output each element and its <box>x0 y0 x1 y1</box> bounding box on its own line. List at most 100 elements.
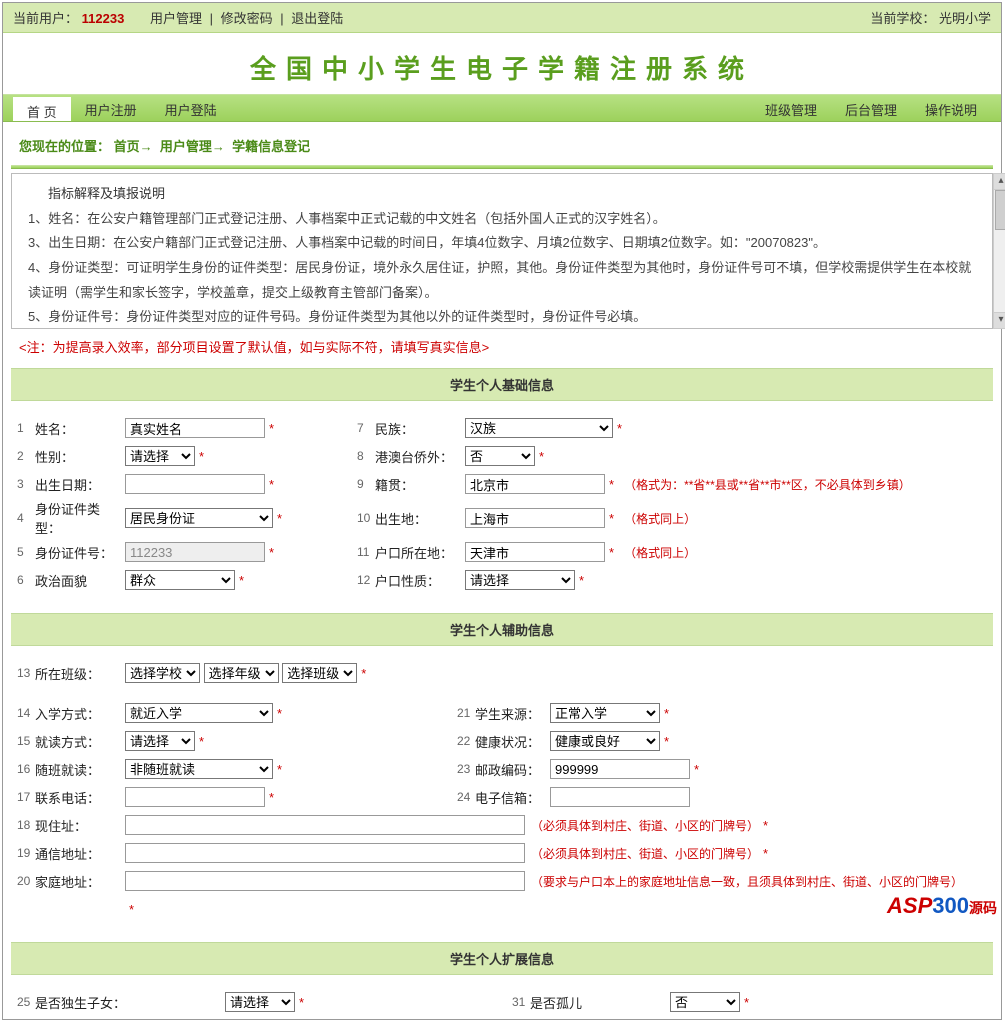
select-inclass[interactable]: 非随班就读 <box>125 759 273 779</box>
input-addr[interactable] <box>125 815 525 835</box>
input-jiguan[interactable] <box>465 474 605 494</box>
input-hukou[interactable] <box>465 542 605 562</box>
flabel-phone: 联系电话： <box>35 788 125 807</box>
required-mark: * <box>609 511 614 526</box>
logo-s: 300 <box>932 893 969 918</box>
input-email[interactable] <box>550 787 690 807</box>
crumb-current: 学籍信息登记 <box>232 139 310 154</box>
fnum: 20 <box>17 874 35 888</box>
nav-register[interactable]: 用户注册 <box>71 95 151 121</box>
flabel-homeaddr: 家庭地址： <box>35 872 125 891</box>
nav-backend[interactable]: 后台管理 <box>831 95 911 121</box>
flabel-class: 所在班级： <box>35 664 125 683</box>
scrollbar[interactable]: ▴ ▾ <box>993 173 1005 329</box>
select-source[interactable]: 正常入学 <box>550 703 660 723</box>
required-mark: * <box>539 449 544 464</box>
required-mark: * <box>617 421 622 436</box>
fnum: 9 <box>357 477 375 491</box>
required-mark: * <box>744 995 749 1010</box>
input-zip[interactable] <box>550 759 690 779</box>
input-dob[interactable] <box>125 474 265 494</box>
crumb-usermgmt[interactable]: 用户管理 <box>160 139 212 154</box>
select-hmtf[interactable]: 否 <box>465 446 535 466</box>
select-studymode[interactable]: 请选择 <box>125 731 195 751</box>
fnum: 23 <box>457 762 475 776</box>
fnum: 24 <box>457 790 475 804</box>
link-logout[interactable]: 退出登陆 <box>291 11 343 26</box>
nav-help[interactable]: 操作说明 <box>911 95 991 121</box>
input-homeaddr[interactable] <box>125 871 525 891</box>
select-health[interactable]: 健康或良好 <box>550 731 660 751</box>
input-mailaddr[interactable] <box>125 843 525 863</box>
fnum: 2 <box>17 449 35 463</box>
required-mark: * <box>129 902 134 917</box>
fnum: 16 <box>17 762 35 776</box>
nav-login[interactable]: 用户登陆 <box>151 95 231 121</box>
required-mark: * <box>277 762 282 777</box>
required-mark: * <box>664 706 669 721</box>
flabel-addr: 现住址： <box>35 816 125 835</box>
link-change-pwd[interactable]: 修改密码 <box>221 11 273 26</box>
fnum: 22 <box>457 734 475 748</box>
flabel-gender: 性别： <box>35 447 125 466</box>
required-mark: * <box>763 846 768 861</box>
instr-line: 1、姓名：在公安户籍管理部门正式登记注册、人事档案中正式记载的中文姓名（包括外国… <box>28 207 976 232</box>
select-onlychild[interactable]: 请选择 <box>225 992 295 1012</box>
fnum: 7 <box>357 421 375 435</box>
instructions-title: 指标解释及填报说明 <box>48 182 976 207</box>
select-school[interactable]: 选择学校 <box>125 663 200 683</box>
flabel-name: 姓名： <box>35 419 125 438</box>
breadcrumb-prefix: 您现在的位置： <box>19 139 110 154</box>
flabel-inclass: 随班就读： <box>35 760 125 779</box>
required-mark: * <box>763 818 768 833</box>
hint: （必须具体到村庄、街道、小区的门牌号） <box>531 845 759 862</box>
select-grade[interactable]: 选择年级 <box>204 663 279 683</box>
scroll-thumb[interactable] <box>995 190 1005 230</box>
instr-line: 3、出生日期：在公安户籍部门正式登记注册、人事档案中记载的时间日，年填4位数字、… <box>28 231 976 256</box>
nav-home[interactable]: 首 页 <box>13 97 71 121</box>
divider <box>11 165 993 169</box>
scroll-up-icon[interactable]: ▴ <box>994 174 1005 190</box>
fnum: 4 <box>17 511 35 525</box>
required-mark: * <box>299 995 304 1010</box>
select-entry[interactable]: 就近入学 <box>125 703 273 723</box>
flabel-jiguan: 籍贯： <box>375 475 465 494</box>
required-mark: * <box>269 477 274 492</box>
hint: （要求与户口本上的家庭地址信息一致，且须具体到村庄、街道、小区的门牌号） <box>531 873 963 890</box>
required-mark: * <box>269 545 274 560</box>
flabel-hukou: 户口所在地： <box>375 543 465 562</box>
flabel-zip: 邮政编码： <box>475 760 550 779</box>
section-aux-header: 学生个人辅助信息 <box>11 613 993 646</box>
select-idtype[interactable]: 居民身份证 <box>125 508 273 528</box>
required-mark: * <box>277 511 282 526</box>
crumb-home[interactable]: 首页 <box>114 139 140 154</box>
flabel-orphan: 是否孤儿 <box>530 993 670 1012</box>
required-mark: * <box>361 666 366 681</box>
logo-a: ASP <box>887 893 932 918</box>
scroll-down-icon[interactable]: ▾ <box>994 312 1005 328</box>
top-bar: 当前用户： 112233 用户管理 | 修改密码 | 退出登陆 当前学校： 光明… <box>3 3 1001 33</box>
flabel-idtype: 身份证件类型： <box>35 499 125 537</box>
required-mark: * <box>199 734 204 749</box>
flabel-dob: 出生日期： <box>35 475 125 494</box>
flabel-health: 健康状况： <box>475 732 550 751</box>
input-name[interactable] <box>125 418 265 438</box>
input-birthplace[interactable] <box>465 508 605 528</box>
hint: （格式同上） <box>624 510 696 527</box>
select-ethnic[interactable]: 汉族 <box>465 418 613 438</box>
fnum: 11 <box>357 545 375 559</box>
logo-x: 源码 <box>969 900 997 916</box>
select-gender[interactable]: 请选择 <box>125 446 195 466</box>
nav-class-mgmt[interactable]: 班级管理 <box>751 95 831 121</box>
link-user-mgmt[interactable]: 用户管理 <box>150 11 202 26</box>
select-hukoutype[interactable]: 请选择 <box>465 570 575 590</box>
select-class[interactable]: 选择班级 <box>282 663 357 683</box>
current-school-label: 当前学校： <box>870 11 935 26</box>
fnum: 1 <box>17 421 35 435</box>
select-orphan[interactable]: 否 <box>670 992 740 1012</box>
required-mark: * <box>609 545 614 560</box>
required-mark: * <box>694 762 699 777</box>
input-idno <box>125 542 265 562</box>
select-politics[interactable]: 群众 <box>125 570 235 590</box>
input-phone[interactable] <box>125 787 265 807</box>
